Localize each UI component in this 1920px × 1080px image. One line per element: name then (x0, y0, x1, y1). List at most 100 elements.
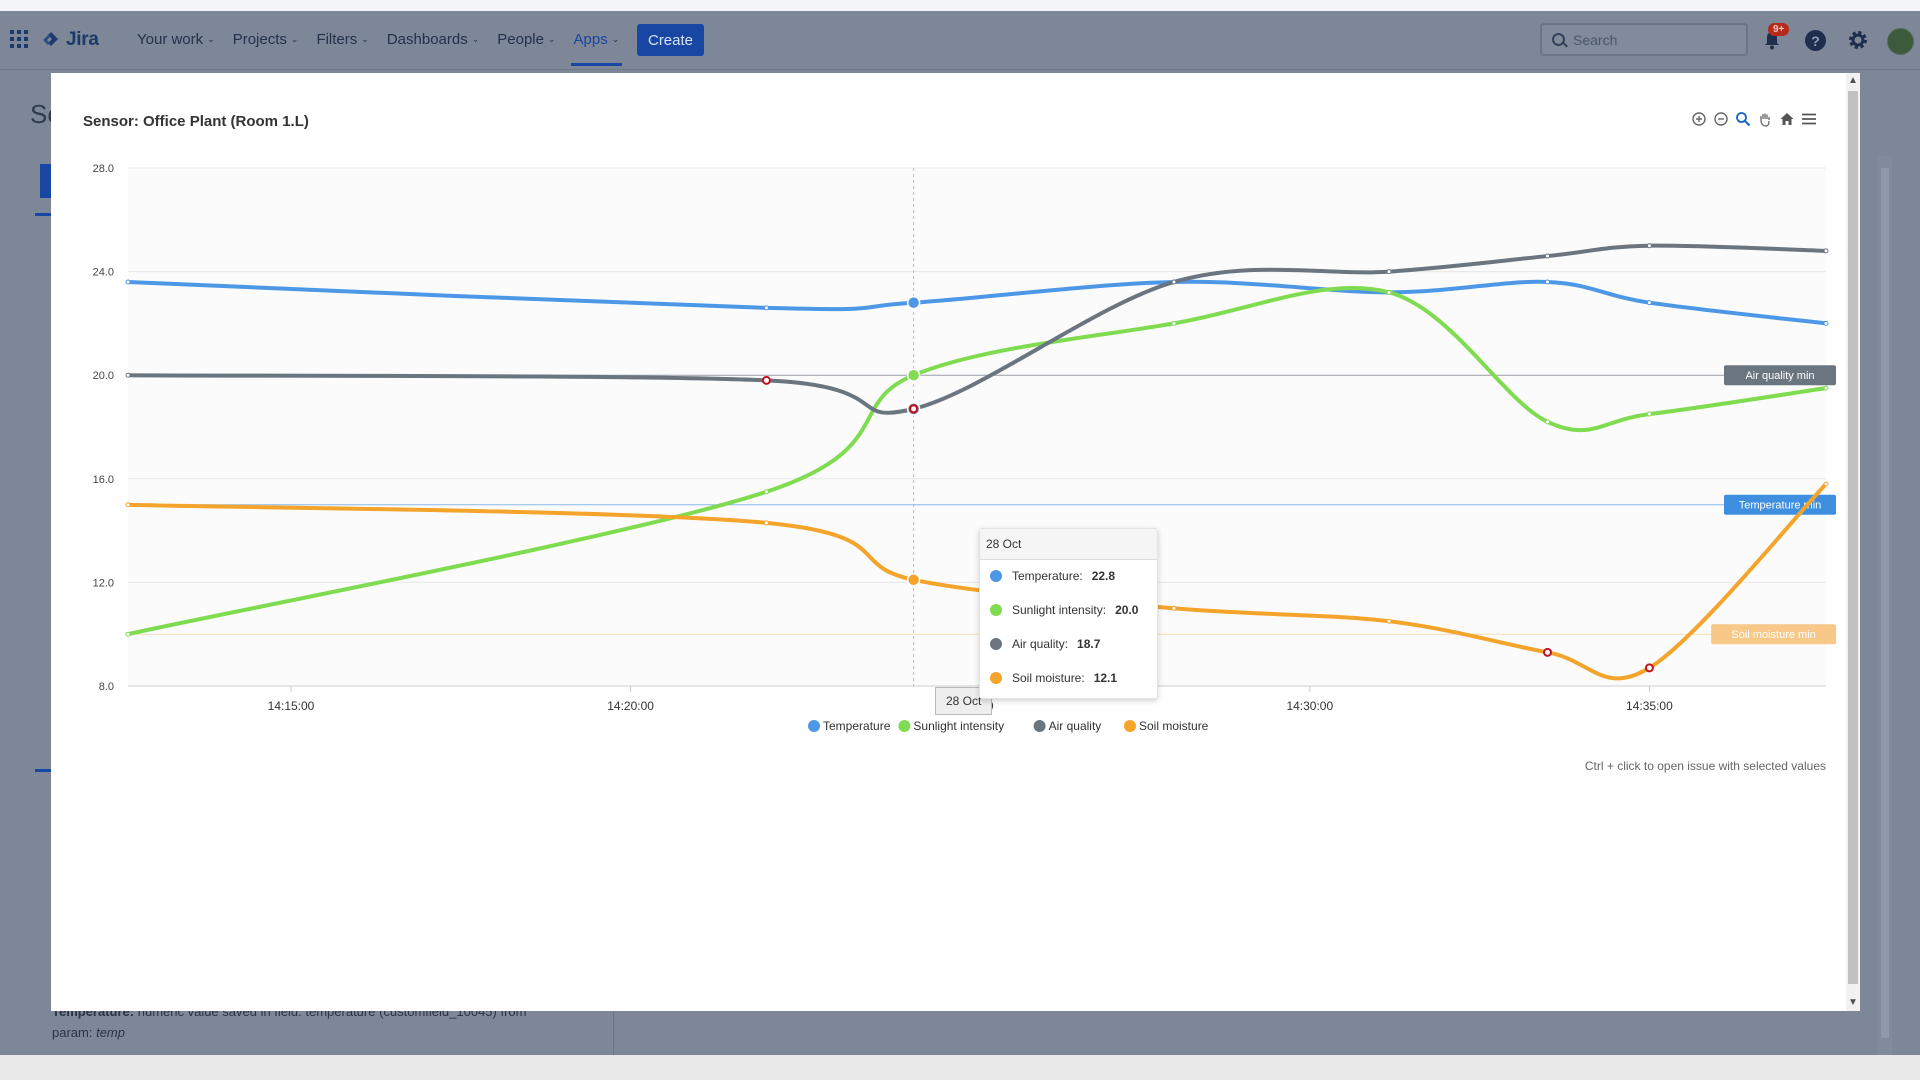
jira-logo-icon (43, 32, 58, 46)
data-point (1386, 269, 1392, 275)
menu-people[interactable]: People ⌄ (488, 29, 564, 50)
data-point (125, 279, 131, 285)
legend-symbol (1033, 720, 1046, 732)
legend-symbol (1124, 720, 1136, 732)
legend-item: Sunlight intensity (913, 719, 1004, 733)
legend-item: Temperature (823, 719, 891, 733)
data-point (125, 502, 131, 508)
top-navigation: Jira Your work ⌄ Projects ⌄ Filters ⌄ Dashb… (0, 11, 1920, 70)
menu-apps[interactable]: Apps ⌄ (565, 29, 629, 66)
tooltip-series-value: 20.0 (1115, 603, 1139, 617)
home-reset-icon[interactable] (1779, 111, 1795, 127)
pan-hand-icon[interactable] (1757, 111, 1773, 127)
page-scrollbar[interactable] (1878, 156, 1892, 1055)
chevron-down-icon: ⌄ (547, 34, 556, 44)
legend-symbol (898, 720, 911, 732)
gear-icon[interactable] (1846, 28, 1870, 52)
tooltip-series-name: Air quality: (1012, 637, 1069, 651)
background-button (40, 164, 52, 198)
tooltip-row-temperature: Temperature: 22.8 (990, 569, 1115, 583)
data-point (763, 520, 769, 526)
data-point (1545, 419, 1551, 425)
search-icon (1552, 33, 1565, 46)
zoom-out-icon[interactable] (1713, 111, 1729, 127)
menu-icon[interactable] (1801, 111, 1817, 127)
data-point (1171, 279, 1177, 285)
series-dot (990, 638, 1002, 650)
scroll-up-icon[interactable]: ▲ (1848, 75, 1858, 86)
data-point (1646, 300, 1652, 306)
series-dot (990, 672, 1002, 684)
threshold-label: Temperature min (1739, 500, 1822, 512)
tooltip-series-value: 12.1 (1093, 671, 1118, 685)
x-tick-label: 14:30:00 (1286, 699, 1333, 713)
zoom-in-icon[interactable] (1691, 111, 1707, 127)
series-line (126, 243, 1828, 415)
page-scrollbar-thumb[interactable] (1881, 168, 1889, 1038)
modal-scrollbar[interactable]: ▲ ▼ (1846, 73, 1860, 1011)
chevron-down-icon: ⌄ (361, 34, 369, 44)
menu-dashboards[interactable]: Dashboards ⌄ (378, 29, 488, 50)
data-point (125, 372, 131, 378)
tooltip-row-soil-moisture: Soil moisture: 12.1 (990, 671, 1117, 685)
selection-zoom-icon[interactable] (1735, 111, 1751, 127)
notification-badge: 9+ (1768, 23, 1790, 36)
chevron-down-icon: ⌄ (290, 34, 299, 44)
data-point (1545, 279, 1551, 285)
plot-area (128, 168, 1826, 686)
data-point (1823, 481, 1829, 487)
background-tab-underline (35, 213, 53, 216)
logo-text: Jira (66, 29, 99, 50)
line-chart[interactable]: 28.0 24.0 20.0 16.0 12.0 8.0 14:15:00 14:20:00 1… (51, 73, 1846, 793)
jira-logo[interactable]: Jira (42, 28, 99, 52)
app-switcher-icon[interactable] (10, 30, 28, 48)
tooltip-series-name: Soil moisture: (1012, 671, 1085, 685)
browser-bottom-strip (0, 1055, 1920, 1080)
menu-projects[interactable]: Projects ⌄ (224, 29, 308, 50)
menu-filters[interactable]: Filters ⌄ (307, 29, 377, 50)
jira-app: Jira Your work ⌄ Projects ⌄ Filters ⌄ Dashb… (0, 11, 1920, 1055)
data-point (763, 489, 769, 495)
data-point (1386, 618, 1392, 624)
series-dot (990, 570, 1002, 582)
tooltip-series-name: Temperature: (1012, 569, 1083, 583)
alert-point (1543, 647, 1553, 657)
menu-label: Apps (573, 31, 608, 48)
data-point (1646, 411, 1652, 417)
avatar[interactable] (1887, 28, 1914, 55)
background-tab-underline (35, 769, 53, 772)
search-input[interactable]: Search (1540, 23, 1748, 56)
y-tick-label: 24.0 (93, 267, 114, 279)
threshold-label-bg (1724, 365, 1836, 386)
legend-item: Soil moisture (1139, 719, 1209, 733)
tooltip-series-value: 18.7 (1077, 637, 1101, 651)
create-button[interactable]: Create (637, 24, 704, 56)
series-line (126, 279, 1828, 326)
divider (613, 1011, 614, 1055)
chart-modal: Sensor: Office Plant (Room 1.L) 28.0 24.0… (51, 73, 1860, 1011)
tooltip-row-air-quality: Air quality: 18.7 (990, 637, 1100, 651)
data-point (1646, 243, 1652, 249)
hover-marker (906, 573, 921, 587)
menu-your-work[interactable]: Your work ⌄ (128, 29, 224, 50)
menu-label: Your work (137, 31, 204, 48)
tooltip-date: 28 Oct (980, 529, 1157, 560)
tooltip-row-sunlight: Sunlight intensity: 20.0 (990, 603, 1138, 617)
hover-marker (906, 368, 921, 382)
data-point (1171, 320, 1177, 326)
search-placeholder: Search (1573, 32, 1618, 48)
ctrl-click-hint: Ctrl + click to open issue with selected… (1584, 759, 1826, 773)
menu-label: Dashboards (386, 31, 468, 48)
alert-point (909, 404, 919, 414)
data-point (125, 631, 131, 637)
scroll-down-icon[interactable]: ▼ (1848, 997, 1858, 1008)
data-point (1823, 248, 1829, 254)
hover-marker (906, 295, 921, 310)
series-dot (990, 604, 1002, 616)
modal-scrollbar-thumb[interactable] (1848, 91, 1858, 984)
chart-tooltip: 28 Oct Temperature: 22.8 Sunlight intens… (979, 528, 1158, 699)
tooltip-series-name: Sunlight intensity: (1012, 603, 1107, 617)
legend-symbol (808, 720, 820, 732)
help-icon[interactable]: ? (1805, 30, 1826, 51)
param-prefix: param: (52, 1025, 97, 1040)
